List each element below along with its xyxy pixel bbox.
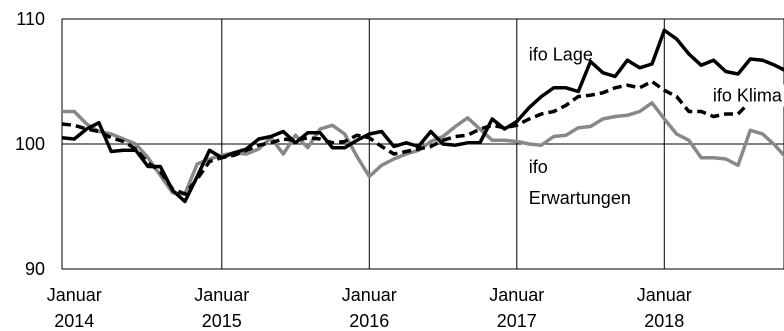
annotation-ifo-klima: ifo Klima bbox=[713, 86, 783, 106]
x-tick-label-2017-month: Januar bbox=[489, 285, 544, 305]
x-tick-label-2015-year: 2015 bbox=[202, 311, 242, 331]
x-tick-label-2016-month: Januar bbox=[342, 285, 397, 305]
x-tick-label-2018-year: 2018 bbox=[644, 311, 684, 331]
annotation-ifo-erwartungen-2: Erwartungen bbox=[529, 188, 631, 208]
annotation-ifo-klima-background bbox=[708, 84, 784, 107]
annotation-ifo-erwartungen-1: ifo bbox=[529, 157, 548, 177]
series-line-ifo-klima bbox=[61, 79, 784, 196]
x-tick-label-2017-year: 2017 bbox=[497, 311, 537, 331]
y-tick-label-110: 110 bbox=[16, 9, 45, 29]
x-tick-label-2014-month: Januar bbox=[47, 285, 102, 305]
y-tick-label-90: 90 bbox=[25, 259, 45, 279]
x-tick-label-2016-year: 2016 bbox=[349, 311, 389, 331]
series-line-ifo-lage bbox=[61, 28, 784, 204]
x-tick-label-2014-year: 2014 bbox=[54, 311, 94, 331]
x-tick-label-2015-month: Januar bbox=[194, 285, 249, 305]
y-tick-label-100: 100 bbox=[15, 134, 45, 154]
annotation-ifo-lage: ifo Lage bbox=[529, 44, 593, 64]
x-tick-label-2018-month: Januar bbox=[637, 285, 692, 305]
